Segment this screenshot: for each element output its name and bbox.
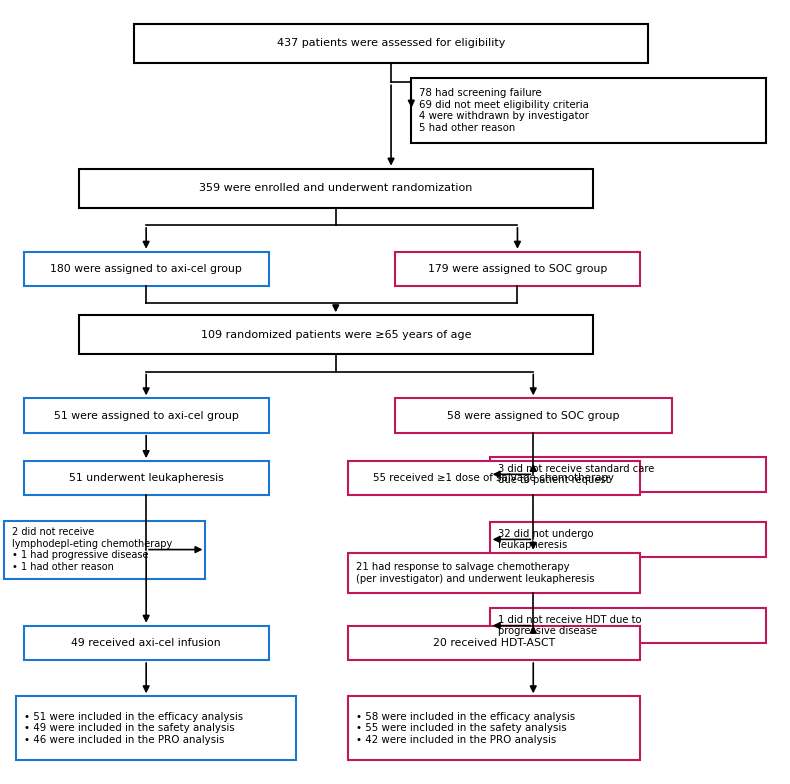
Text: 51 were assigned to axi-cel group: 51 were assigned to axi-cel group [54, 411, 239, 420]
Text: 109 randomized patients were ≥65 years of age: 109 randomized patients were ≥65 years o… [201, 330, 471, 339]
Text: 180 were assigned to axi-cel group: 180 were assigned to axi-cel group [51, 264, 242, 274]
Text: 2 did not receive
lymphodepl­eting chemotherapy
• 1 had progressive disease
• 1 : 2 did not receive lymphodepl­eting chemo… [12, 527, 172, 572]
FancyBboxPatch shape [395, 252, 640, 286]
Text: 3 did not receive standard care
due to patient request: 3 did not receive standard care due to p… [498, 463, 654, 485]
Text: 51 underwent leukapheresis: 51 underwent leukapheresis [69, 474, 224, 483]
Text: 359 were enrolled and underwent randomization: 359 were enrolled and underwent randomiz… [199, 183, 472, 193]
Text: 55 received ≥1 dose of salvage chemotherapy: 55 received ≥1 dose of salvage chemother… [373, 474, 615, 483]
FancyBboxPatch shape [16, 696, 296, 760]
FancyBboxPatch shape [348, 553, 640, 593]
FancyBboxPatch shape [79, 169, 592, 208]
FancyBboxPatch shape [24, 252, 269, 286]
Text: 20 received HDT-ASCT: 20 received HDT-ASCT [433, 638, 555, 648]
FancyBboxPatch shape [24, 461, 269, 495]
Text: • 58 were included in the efficacy analysis
• 55 were included in the safety ana: • 58 were included in the efficacy analy… [356, 712, 574, 745]
FancyBboxPatch shape [24, 626, 269, 660]
Text: 179 were assigned to SOC group: 179 were assigned to SOC group [427, 264, 608, 274]
Text: 78 had screening failure
69 did not meet eligibility criteria
4 were withdrawn b: 78 had screening failure 69 did not meet… [419, 88, 589, 133]
FancyBboxPatch shape [79, 315, 592, 354]
FancyBboxPatch shape [490, 522, 766, 557]
FancyBboxPatch shape [348, 696, 640, 760]
FancyBboxPatch shape [24, 398, 269, 433]
FancyBboxPatch shape [134, 24, 648, 63]
FancyBboxPatch shape [490, 608, 766, 643]
Text: 32 did not undergo
leukapheresis: 32 did not undergo leukapheresis [498, 528, 593, 550]
Text: 49 received axi-cel infusion: 49 received axi-cel infusion [71, 638, 221, 648]
Text: • 51 were included in the efficacy analysis
• 49 were included in the safety ana: • 51 were included in the efficacy analy… [24, 712, 243, 745]
Text: 437 patients were assessed for eligibility: 437 patients were assessed for eligibili… [276, 38, 506, 48]
FancyBboxPatch shape [395, 398, 672, 433]
Text: 1 did not receive HDT due to
progressive disease: 1 did not receive HDT due to progressive… [498, 615, 641, 637]
FancyBboxPatch shape [348, 461, 640, 495]
FancyBboxPatch shape [490, 457, 766, 492]
Text: 58 were assigned to SOC group: 58 were assigned to SOC group [447, 411, 619, 420]
FancyBboxPatch shape [4, 521, 205, 579]
FancyBboxPatch shape [348, 626, 640, 660]
Text: 21 had response to salvage chemotherapy
(per investigator) and underwent leukaph: 21 had response to salvage chemotherapy … [356, 562, 594, 584]
FancyBboxPatch shape [411, 78, 766, 143]
